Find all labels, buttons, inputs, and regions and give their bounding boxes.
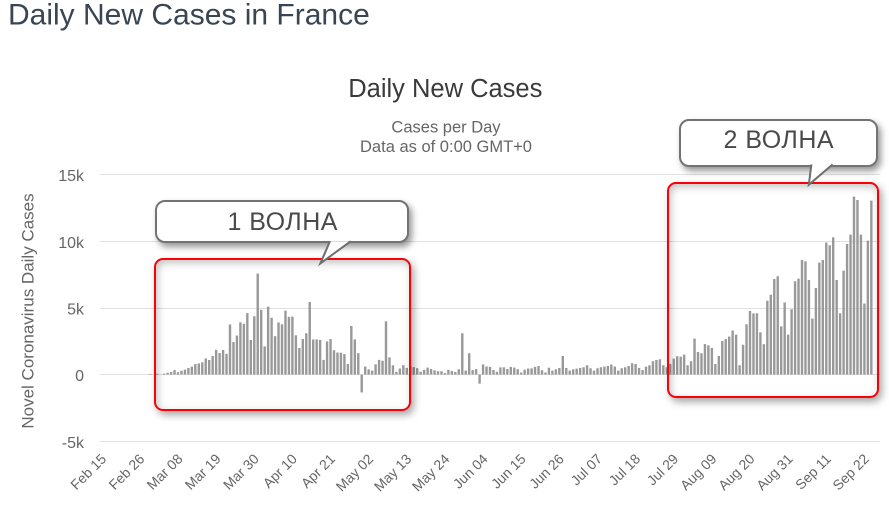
svg-text:Sep 11: Sep 11 [792,450,834,492]
svg-text:Cases per Day: Cases per Day [391,119,501,137]
svg-text:Apr 10: Apr 10 [260,450,301,491]
svg-text:Jul 18: Jul 18 [605,450,643,488]
svg-text:0: 0 [75,368,84,385]
svg-text:Data as of 0:00 GMT+0: Data as of 0:00 GMT+0 [360,138,532,156]
svg-text:Jun 04: Jun 04 [450,450,491,491]
svg-text:Feb 26: Feb 26 [105,450,147,492]
svg-text:Sep 22: Sep 22 [829,450,872,493]
svg-text:May 24: May 24 [409,450,453,494]
svg-text:Jul 07: Jul 07 [567,450,605,488]
svg-text:Mar 30: Mar 30 [220,450,262,492]
svg-text:Mar 08: Mar 08 [143,450,185,492]
svg-text:Jun 15: Jun 15 [488,450,529,491]
svg-text:10k: 10k [58,235,85,252]
svg-text:Novel Coronavirus Daily Cases: Novel Coronavirus Daily Cases [19,193,38,428]
svg-text:Aug 20: Aug 20 [715,450,758,493]
svg-text:-5k: -5k [62,435,85,452]
svg-text:Feb 15: Feb 15 [67,450,109,492]
svg-text:15k: 15k [58,168,85,185]
svg-text:Aug 31: Aug 31 [753,450,796,493]
svg-text:Daily New Cases in France: Daily New Cases in France [8,0,370,32]
svg-text:Apr 21: Apr 21 [298,450,339,491]
svg-text:Jun 26: Jun 26 [526,450,567,491]
svg-text:Jul 29: Jul 29 [644,450,682,488]
svg-text:5k: 5k [67,302,85,319]
svg-text:May 02: May 02 [333,450,377,494]
svg-text:Daily New Cases: Daily New Cases [348,75,542,103]
svg-text:May 13: May 13 [371,450,415,494]
svg-text:Aug 09: Aug 09 [677,450,720,493]
svg-text:Mar 19: Mar 19 [182,450,224,492]
